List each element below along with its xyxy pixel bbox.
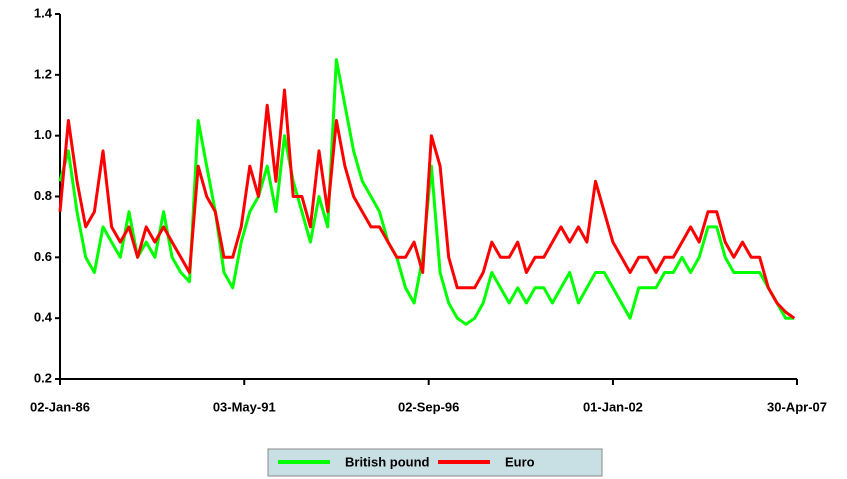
x-tick-label: 01-Jan-02: [583, 399, 643, 414]
legend-label: British pound: [345, 454, 430, 469]
data-line: [58, 88, 796, 320]
x-tick-label: 02-Jan-86: [30, 399, 90, 414]
y-tick-label: 0.2: [34, 370, 52, 385]
x-tick-label: 03-May-91: [213, 399, 276, 414]
y-tick-label: 0.6: [34, 249, 52, 264]
x-tick-label: 30-Apr-07: [767, 399, 827, 414]
y-tick-label: 0.8: [34, 188, 52, 203]
y-tick-label: 0.4: [34, 310, 53, 325]
x-tick-label: 02-Sep-96: [398, 399, 459, 414]
y-tick-label: 1.0: [34, 127, 52, 142]
y-tick-label: 1.2: [34, 66, 52, 81]
y-tick-label: 1.4: [34, 5, 53, 20]
legend-label: Euro: [505, 454, 535, 469]
